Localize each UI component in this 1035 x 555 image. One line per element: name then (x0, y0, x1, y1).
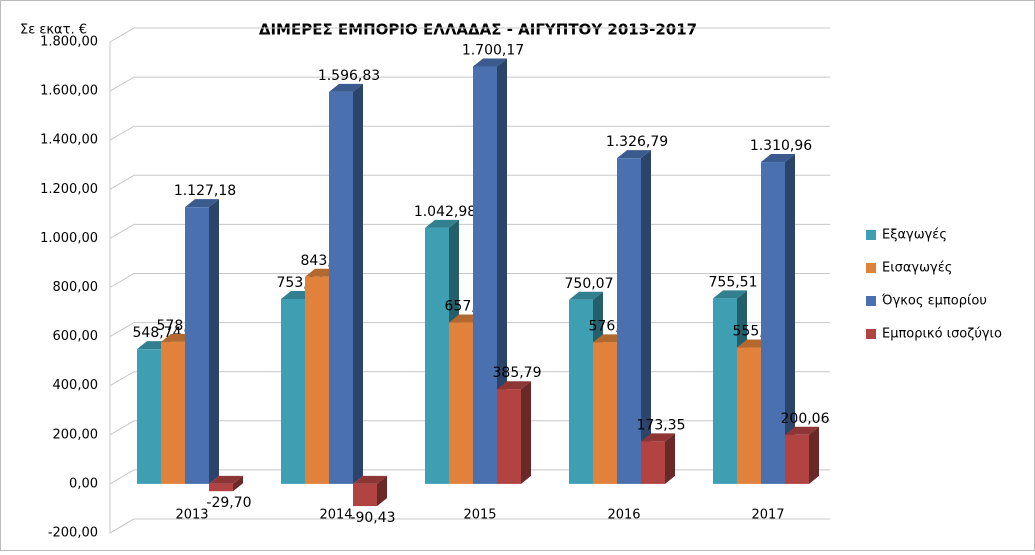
data-label: 1.310,96 (750, 138, 812, 154)
bar-side (785, 154, 795, 484)
bar-top (785, 426, 819, 435)
data-label: 385,79 (493, 365, 542, 381)
legend-swatch (866, 230, 876, 240)
grid-line (109, 27, 830, 43)
bar-top (209, 475, 243, 484)
bar-side (809, 426, 819, 484)
grid-line (109, 273, 830, 288)
bar-side (353, 83, 363, 484)
bar (281, 298, 305, 484)
bar-top (425, 219, 459, 228)
bar-top (617, 150, 651, 159)
legend-label: Όγκος εμπορίου (881, 294, 987, 309)
data-label: 755,51 (709, 274, 758, 290)
y-axis-label: Σε εκατ. € (20, 23, 87, 38)
bar (569, 299, 593, 484)
y-tick-label: 0,00 (69, 476, 98, 491)
bar (593, 342, 617, 484)
data-label: 1.326,79 (606, 134, 668, 150)
bar-side (641, 150, 651, 484)
bar-side (665, 433, 675, 484)
bar (641, 441, 665, 484)
y-tick-label: 600,00 (53, 329, 99, 344)
bar (329, 91, 353, 484)
bar (425, 227, 449, 484)
bar (185, 207, 209, 484)
x-tick-label: 2013 (175, 508, 208, 523)
chart-title: ΔΙΜΕΡΕΣ ΕΜΠΟΡΙΟ ΕΛΛΑΔΑΣ - ΑΙΓΥΠΤΟΥ 2013-… (259, 21, 697, 39)
y-tick-label: 1.800,00 (40, 35, 98, 50)
bar-side (377, 475, 387, 507)
bar (137, 349, 161, 484)
bar (785, 434, 809, 484)
bar-side (233, 475, 243, 492)
bar-top (329, 83, 363, 92)
y-tick-label: 800,00 (53, 280, 99, 295)
bar (449, 322, 473, 484)
bar (353, 483, 377, 507)
bar-top (185, 199, 219, 208)
bar (497, 389, 521, 484)
bar (473, 66, 497, 484)
data-label: 173,35 (637, 417, 686, 433)
bar (305, 276, 329, 484)
x-tick-label: 2017 (751, 508, 784, 523)
grid-line (109, 518, 830, 534)
bar (713, 298, 737, 484)
grid-line (109, 76, 830, 92)
bar-top (713, 290, 747, 299)
bar-top (497, 381, 531, 390)
x-tick-label: 2014 (319, 508, 352, 523)
x-tick-label: 2016 (607, 508, 640, 523)
legend-label: Εμπορικό ισοζύγιο (882, 327, 1002, 342)
bar (161, 341, 185, 484)
bar-side (209, 199, 219, 484)
y-tick-label: 400,00 (53, 378, 99, 393)
y-tick-label: 1.600,00 (40, 84, 98, 99)
legend-swatch (866, 263, 876, 273)
legend-label: Εξαγωγές (882, 228, 947, 243)
y-tick-label: 1.000,00 (40, 231, 98, 246)
bar (209, 483, 233, 492)
bar-side (521, 381, 531, 484)
y-tick-label: 200,00 (53, 427, 99, 442)
bar-side (497, 58, 507, 484)
bar (617, 158, 641, 484)
data-label: 1.042,98 (414, 204, 476, 220)
grid-line (109, 125, 830, 141)
data-label: 750,07 (565, 276, 614, 292)
bar-top (569, 291, 603, 300)
legend-label: Εισαγωγές (882, 261, 952, 276)
bar-top (353, 475, 387, 484)
bar-top (761, 154, 795, 163)
y-tick-label: 1.200,00 (40, 182, 98, 197)
grid-line (109, 223, 830, 239)
bar (737, 347, 761, 484)
legend-swatch (866, 296, 876, 306)
bar-top (473, 58, 507, 67)
grid-line (109, 174, 830, 190)
legend-swatch (866, 329, 876, 339)
x-tick-label: 2015 (463, 508, 496, 523)
data-label: 1.596,83 (318, 68, 380, 84)
bar-top (641, 433, 675, 442)
bar (761, 162, 785, 484)
y-tick-label: -200,00 (48, 526, 98, 541)
data-label: -29,70 (206, 495, 251, 511)
data-label: 1.127,18 (174, 183, 236, 199)
data-label: 200,06 (781, 411, 830, 427)
data-label: 1.700,17 (462, 43, 524, 59)
y-tick-label: 1.400,00 (40, 133, 98, 148)
data-label: -90,43 (350, 510, 395, 526)
